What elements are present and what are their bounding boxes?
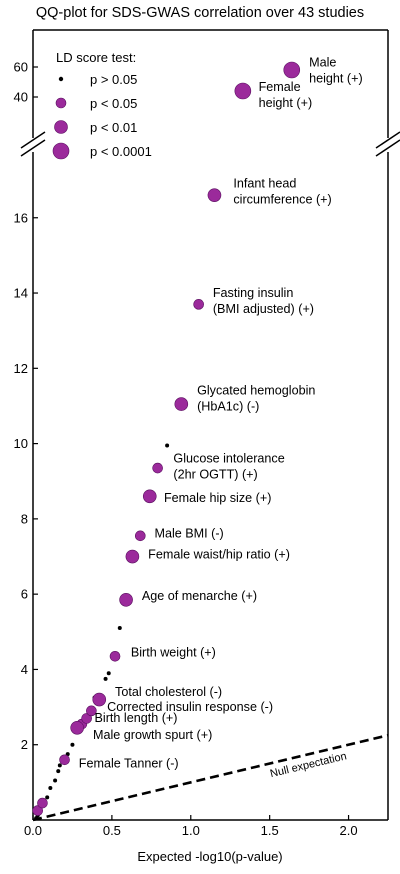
legend-label: p > 0.05 [90,72,137,87]
legend-marker [55,97,67,109]
x-tick-label: 0.5 [103,823,121,838]
data-point-significant [174,397,189,411]
data-point-significant [234,82,252,100]
annotation-female-waist: Female waist/hip ratio (+) [148,547,290,561]
annotation-glucose: (2hr OGTT) (+) [173,467,257,481]
data-point-insignificant [48,786,53,791]
annotation-male-bmi: Male BMI (-) [154,527,223,541]
y-tick-label: 14 [14,286,28,301]
annotation-fasting-insulin: (BMI adjusted) (+) [213,302,314,316]
y-tick-label: 8 [21,511,28,526]
annotation-menarche: Age of menarche (+) [142,589,257,603]
data-point-insignificant [117,626,122,631]
legend-label: p < 0.0001 [90,144,152,159]
annotation-male-height: Male [309,55,336,69]
data-point-insignificant [53,778,58,783]
data-point-significant [134,530,146,542]
y-tick-label: 2 [21,737,28,752]
data-point-significant [125,549,140,564]
data-point-significant [152,462,163,474]
data-point-insignificant [56,769,61,774]
data-point-significant [109,650,121,662]
legend-label: p < 0.01 [90,120,137,135]
data-point-significant [86,705,97,717]
annotation-hba1c: Glycated hemoglobin [197,384,315,398]
data-point-significant [37,797,48,809]
data-point-significant [81,713,92,724]
annotation-infant-head: Infant head [233,177,296,191]
x-tick-label: 1.5 [261,823,279,838]
axis-break-mark-right-1 [375,131,400,149]
y-tick-label: 10 [14,436,28,451]
legend-title: LD score test: [56,50,136,65]
annotation-female-tanner: Female Tanner (-) [79,756,179,770]
y-tick-label: 12 [14,361,28,376]
data-point-insignificant [57,763,62,768]
annotation-hba1c: (HbA1c) (-) [197,400,259,414]
annotation-female-height: Female [259,80,301,94]
axis-break-mark-left-2 [20,139,46,157]
data-point-significant [92,692,107,707]
data-point-insignificant [106,671,111,676]
data-point-significant [70,720,84,735]
annotation-total-chol: Total cholesterol (-) [115,685,222,699]
legend-marker [54,120,68,134]
annotation-male-growth: Male growth spurt (+) [93,728,212,742]
data-point-significant [193,299,204,310]
annotation-birth-length: Birth length (+) [95,711,178,725]
data-point-insignificant [45,795,50,800]
annotation-glucose: Glucose intolerance [173,451,284,465]
data-point-significant [32,805,44,816]
data-point-significant [142,489,157,504]
annotation-corrected-insulin: Corrected insulin response (-) [107,700,273,714]
annotation-fasting-insulin: Fasting insulin [213,286,294,300]
data-point-significant [207,188,222,202]
y-tick-label: 16 [14,210,28,225]
data-point-insignificant [103,676,108,681]
annotation-male-height: height (+) [309,71,363,85]
y-tick-label: 60 [14,60,28,75]
data-point-insignificant [165,443,170,448]
x-tick-label: 1.0 [182,823,200,838]
data-point-significant [283,61,301,79]
legend-marker [52,142,70,160]
axis-break-mark-right-2 [375,139,400,157]
y-tick-label: 4 [21,662,28,677]
annotation-birth-weight: Birth weight (+) [131,645,216,659]
axis-break-mark-left-1 [20,131,46,149]
x-axis-label: Expected -log10(p-value) [137,849,282,864]
y-tick-label: 6 [21,587,28,602]
x-tick-label: 0.0 [24,823,42,838]
data-point-significant [59,754,70,766]
annotation-female-hip: Female hip size (+) [164,491,271,505]
chart-title: QQ-plot for SDS-GWAS correlation over 43… [36,5,364,21]
null-expectation-line [32,734,389,822]
legend-marker [58,76,64,82]
x-tick-label: 2.0 [340,823,358,838]
annotation-female-height: height (+) [259,96,313,110]
legend-label: p < 0.05 [90,96,137,111]
data-point-significant [119,593,133,607]
data-point-insignificant [70,742,75,747]
y-tick-label: 40 [14,90,28,105]
annotation-infant-head: circumference (+) [233,193,331,207]
